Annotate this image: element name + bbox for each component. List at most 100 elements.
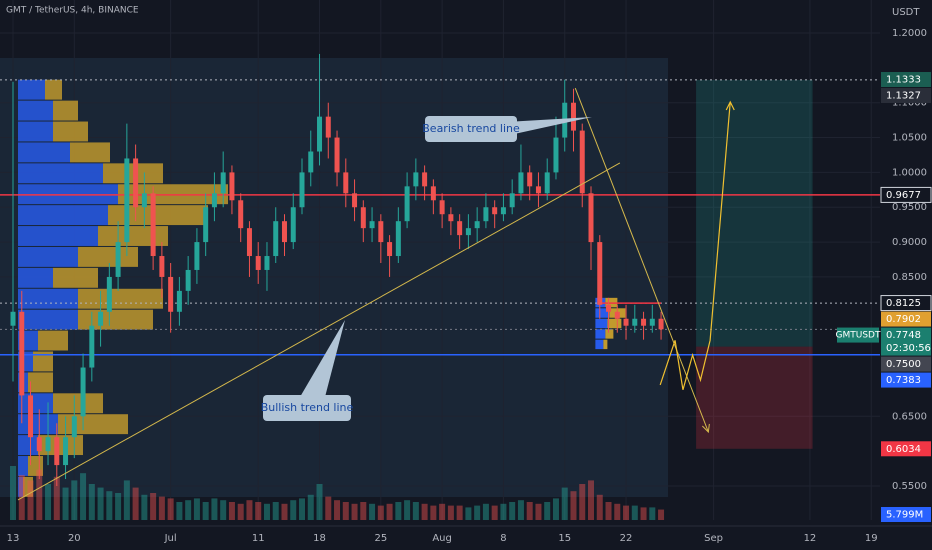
profile-up [18,100,53,121]
volume-bar [465,507,472,520]
x-tick-label: 22 [620,533,633,544]
candle-body [641,318,647,326]
x-tick-label: 20 [68,533,81,544]
candle-body [229,172,235,201]
profile-down [58,414,128,435]
candle-body [439,200,445,215]
candle-body [45,437,51,452]
profile-down [23,476,33,497]
profile-down [38,435,83,456]
volume-bar [517,500,524,520]
volume-bar [421,503,428,520]
candle-body [378,221,384,243]
symbol-label: GMTUSDT [836,331,881,341]
volume-bar [281,503,288,520]
x-tick-label: 15 [558,533,571,544]
candle-body [10,311,16,326]
callout-text: Bullish trend line [261,401,354,414]
x-tick-label: Sep [704,533,723,544]
price-tag [881,72,931,88]
profile-up [18,121,53,142]
arrow-head [725,100,735,111]
volume-bar [80,473,87,520]
profile-up [18,267,53,288]
volume-bar [263,503,270,520]
volume-bar [123,480,130,520]
profile-down [603,339,608,350]
volume-bar [334,500,341,520]
candle-body [492,207,498,215]
volume-bar [588,480,595,520]
volume-bar [623,505,630,520]
candle-body [369,221,375,229]
candle-body [71,416,77,438]
candle-body [106,276,112,312]
profile-up [18,163,103,184]
volume-bar [132,487,139,520]
candle-body [483,207,489,222]
trend-line [574,87,709,433]
price-tag-label: 0.7500 [886,359,921,370]
chart-title: GMT / TetherUS, 4h, BINANCE [6,6,139,16]
volume-bar [45,484,52,520]
volume-bar [658,509,665,520]
volume-bar [150,493,157,520]
price-tag-label: 0.6034 [886,444,921,455]
profile-up [18,226,98,246]
candle-body [264,256,270,270]
volume-bar [307,494,314,520]
price-tag [881,372,931,388]
profile-up [18,205,108,226]
candle-body [544,172,550,194]
volume-bar [342,502,349,520]
volume-bar [412,502,419,520]
candle-body [63,437,69,466]
volume-bar [176,502,183,520]
stop-zone [696,346,813,449]
candle-body [509,193,515,208]
profile-up [18,142,70,163]
price-tag [880,186,932,203]
volume-bar [456,505,463,520]
profile-up [595,308,610,318]
profile-down [103,163,163,184]
volume-bar [115,493,122,520]
candle-body [159,256,165,277]
candle-body [474,221,480,229]
candle-body [352,193,358,208]
candle-body [281,221,287,243]
price-tag [881,356,931,372]
candle-body [404,186,410,222]
profile-down [78,246,138,267]
candle-body [588,193,594,243]
candle-body [246,228,252,257]
volume-bar [167,498,174,520]
volume-bar [404,500,411,520]
callout-pointer [505,117,592,136]
candle-body [308,151,314,173]
volume-bar [106,491,113,520]
volume-bar [614,503,621,520]
countdown: 02:30:56 [886,343,931,354]
volume-bar [97,487,104,520]
candle-body [124,158,130,243]
callout-pointer [300,320,345,397]
profile-up [595,318,608,329]
candle-body [133,158,139,208]
profile-up [595,329,606,339]
volume-bar [535,503,542,520]
volume-bar [430,505,437,520]
profile-down [98,226,168,246]
candle-body [141,193,147,208]
profile-up [18,309,78,330]
profile-down [33,351,53,372]
volume-bar [10,466,17,520]
currency-label: USDT [892,7,920,18]
candle-body [553,137,559,173]
candle-body [597,242,603,305]
volume-bar [474,505,481,520]
trend-line [17,162,621,501]
volume-bar [316,484,323,520]
callout-text: Bearish trend line [422,122,520,135]
arrow-head [701,423,710,434]
